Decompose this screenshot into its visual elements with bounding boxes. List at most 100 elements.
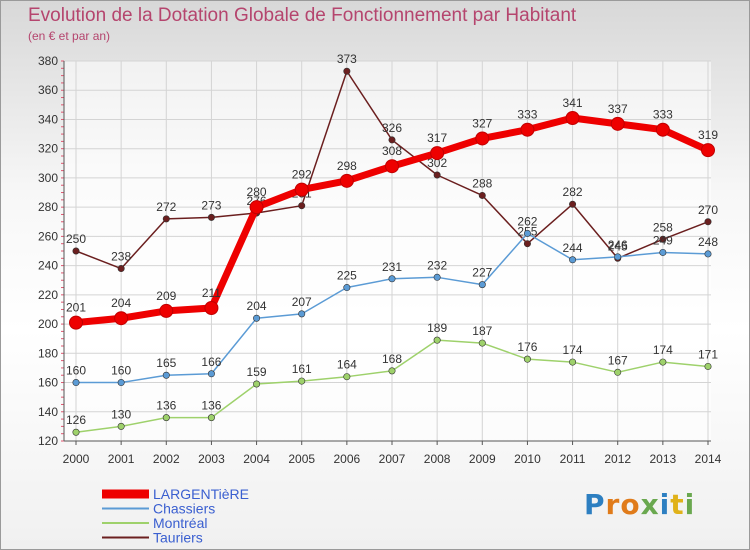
x-tick-label: 2004 bbox=[243, 452, 270, 466]
y-tick-label: 200 bbox=[38, 317, 58, 331]
data-point bbox=[159, 303, 174, 318]
data-label: 292 bbox=[292, 168, 312, 182]
data-point bbox=[520, 122, 535, 137]
data-label: 246 bbox=[608, 238, 628, 252]
y-tick-label: 260 bbox=[38, 229, 58, 243]
data-label: 238 bbox=[111, 250, 131, 264]
data-label: 333 bbox=[517, 108, 537, 122]
logo-letter: r bbox=[605, 488, 621, 521]
data-point bbox=[385, 159, 399, 174]
data-point bbox=[659, 358, 667, 366]
data-label: 204 bbox=[247, 299, 267, 313]
data-label: 164 bbox=[337, 358, 357, 372]
data-label: 273 bbox=[201, 198, 221, 212]
x-tick-label: 2010 bbox=[514, 452, 541, 466]
data-point bbox=[294, 182, 309, 197]
data-label: 201 bbox=[66, 301, 86, 315]
data-label: 308 bbox=[382, 144, 402, 158]
data-label: 248 bbox=[698, 235, 718, 249]
data-point bbox=[655, 122, 670, 137]
data-label: 326 bbox=[382, 121, 402, 135]
legend-label: Chassiers bbox=[153, 501, 215, 517]
chart-subtitle: (en € et par an) bbox=[28, 29, 111, 43]
data-point bbox=[478, 191, 486, 199]
data-point bbox=[659, 235, 667, 243]
y-tick-label: 280 bbox=[38, 200, 58, 214]
y-tick-label: 340 bbox=[38, 112, 58, 126]
data-label: 187 bbox=[472, 324, 492, 338]
data-label: 333 bbox=[653, 108, 673, 122]
data-point bbox=[704, 362, 712, 370]
x-tick-label: 2007 bbox=[379, 452, 406, 466]
data-point bbox=[388, 367, 396, 375]
y-tick-label: 120 bbox=[38, 434, 58, 448]
data-point bbox=[298, 310, 306, 318]
data-label: 298 bbox=[337, 159, 357, 173]
data-label: 136 bbox=[156, 399, 176, 413]
x-tick-label: 2001 bbox=[108, 452, 135, 466]
logo-letter: i bbox=[659, 488, 671, 521]
data-label: 341 bbox=[563, 96, 583, 110]
data-point bbox=[69, 315, 83, 330]
data-label: 189 bbox=[427, 321, 447, 335]
data-label: 174 bbox=[653, 343, 673, 357]
data-label: 168 bbox=[382, 352, 402, 366]
data-label: 288 bbox=[472, 176, 492, 190]
data-label: 225 bbox=[337, 269, 357, 283]
data-label: 250 bbox=[66, 232, 86, 246]
data-point bbox=[117, 265, 125, 273]
data-point bbox=[249, 200, 264, 215]
data-point bbox=[610, 116, 625, 131]
logo-letter: t bbox=[670, 488, 685, 521]
data-label: 176 bbox=[517, 340, 537, 354]
data-label: 337 bbox=[608, 102, 628, 116]
data-point bbox=[343, 67, 351, 75]
data-label: 171 bbox=[698, 347, 718, 361]
data-point bbox=[569, 200, 577, 208]
y-tick-label: 240 bbox=[38, 259, 58, 273]
data-point bbox=[569, 358, 577, 366]
y-tick-label: 380 bbox=[38, 54, 58, 68]
data-point bbox=[388, 275, 396, 283]
data-point bbox=[433, 171, 441, 179]
x-tick-label: 2002 bbox=[153, 452, 180, 466]
logo-letter: x bbox=[640, 488, 660, 521]
data-point bbox=[478, 339, 486, 347]
x-tick-label: 2008 bbox=[424, 452, 451, 466]
data-label: 327 bbox=[472, 116, 492, 130]
data-point bbox=[207, 414, 215, 422]
data-label: 211 bbox=[202, 286, 221, 300]
data-point bbox=[475, 131, 490, 146]
data-label: 160 bbox=[111, 364, 131, 378]
data-label: 317 bbox=[427, 131, 447, 145]
x-tick-label: 2006 bbox=[334, 452, 361, 466]
data-point bbox=[478, 281, 486, 289]
data-point bbox=[565, 111, 580, 125]
data-label: 245 bbox=[608, 239, 628, 253]
data-point bbox=[388, 136, 396, 144]
y-tick-label: 140 bbox=[38, 405, 58, 419]
proxiti-logo: Proxiti bbox=[584, 488, 695, 521]
data-label: 227 bbox=[472, 266, 492, 280]
data-label: 302 bbox=[427, 156, 447, 170]
x-tick-label: 2005 bbox=[288, 452, 315, 466]
data-point bbox=[253, 314, 261, 322]
data-label: 161 bbox=[292, 362, 312, 376]
data-label: 231 bbox=[382, 260, 402, 274]
data-label: 165 bbox=[156, 356, 176, 370]
data-label: 272 bbox=[156, 200, 176, 214]
data-point bbox=[523, 355, 531, 363]
data-point bbox=[72, 379, 80, 387]
data-point bbox=[204, 301, 219, 315]
data-label: 160 bbox=[66, 364, 86, 378]
data-point bbox=[207, 213, 215, 221]
y-tick-label: 360 bbox=[38, 83, 58, 97]
data-point bbox=[433, 336, 441, 344]
x-tick-label: 2011 bbox=[560, 452, 586, 466]
legend-label: LARGENTièRE bbox=[153, 486, 249, 502]
logo-letter: P bbox=[584, 488, 606, 521]
data-point bbox=[430, 146, 445, 161]
data-label: 174 bbox=[563, 343, 583, 357]
logo-letter: o bbox=[620, 488, 641, 521]
x-tick-label: 2013 bbox=[650, 452, 677, 466]
